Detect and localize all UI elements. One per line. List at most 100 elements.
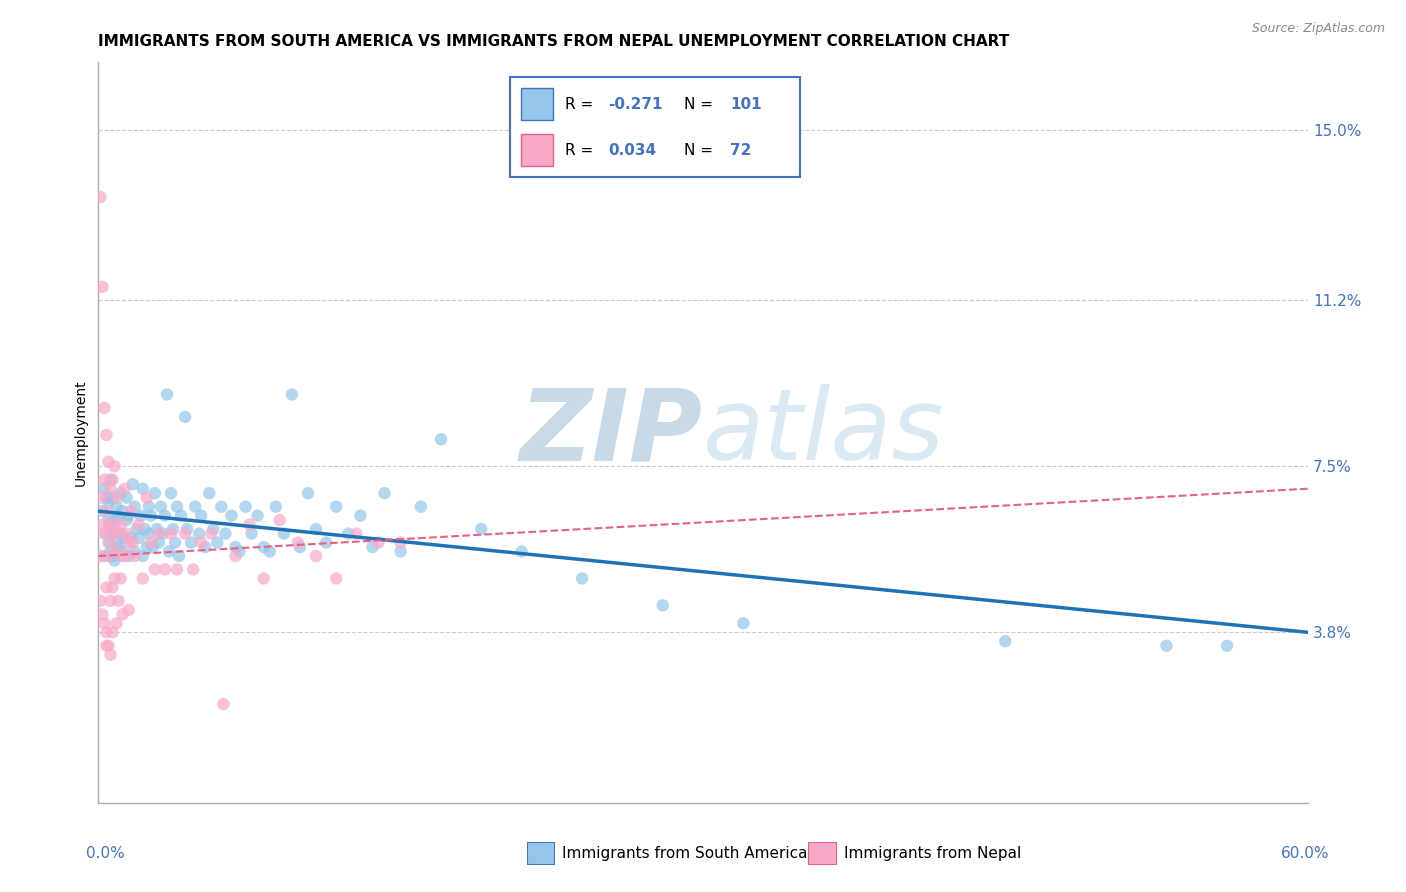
Point xyxy=(163,535,186,549)
Point xyxy=(138,526,160,541)
Point xyxy=(89,594,111,608)
Point xyxy=(103,517,125,532)
Point xyxy=(135,540,157,554)
Point xyxy=(162,522,184,536)
Point xyxy=(124,544,146,558)
Point xyxy=(118,549,141,563)
Point xyxy=(97,513,120,527)
Point xyxy=(110,517,132,532)
Point xyxy=(91,517,114,532)
Point xyxy=(89,549,111,563)
Point xyxy=(91,491,114,505)
Point xyxy=(305,549,328,563)
Point xyxy=(224,540,246,554)
Point xyxy=(174,409,197,424)
Point xyxy=(115,526,138,541)
Point xyxy=(184,500,207,514)
Point xyxy=(101,473,124,487)
Point xyxy=(166,562,188,576)
Point xyxy=(180,535,202,549)
Point xyxy=(101,625,124,640)
Text: IMMIGRANTS FROM SOUTH AMERICA VS IMMIGRANTS FROM NEPAL UNEMPLOYMENT CORRELATION : IMMIGRANTS FROM SOUTH AMERICA VS IMMIGRA… xyxy=(98,34,1010,49)
Point xyxy=(167,549,190,563)
Point xyxy=(132,549,155,563)
Point xyxy=(389,535,412,549)
Point xyxy=(297,486,319,500)
Point xyxy=(240,526,263,541)
Point xyxy=(239,517,262,532)
Point xyxy=(100,535,122,549)
Point xyxy=(139,535,162,549)
Point xyxy=(103,571,125,585)
Point xyxy=(160,526,183,541)
Point xyxy=(188,526,211,541)
Point xyxy=(96,581,118,595)
Point xyxy=(114,549,136,563)
Point xyxy=(132,571,155,585)
Point xyxy=(114,531,136,545)
Point xyxy=(96,639,118,653)
Point xyxy=(1216,639,1239,653)
Point xyxy=(105,544,128,558)
Point xyxy=(97,455,120,469)
Point xyxy=(153,562,176,576)
Point xyxy=(153,508,176,523)
Point xyxy=(207,535,229,549)
Point xyxy=(97,517,120,532)
Point xyxy=(93,526,115,541)
Point xyxy=(994,634,1017,648)
Point xyxy=(170,508,193,523)
Point xyxy=(281,387,304,401)
Point xyxy=(107,594,129,608)
Point xyxy=(409,500,432,514)
Point xyxy=(93,473,115,487)
Point xyxy=(110,571,132,585)
Point xyxy=(124,549,146,563)
Point xyxy=(246,508,269,523)
Point xyxy=(235,500,257,514)
Point xyxy=(228,544,250,558)
Point xyxy=(111,504,134,518)
Point xyxy=(174,526,197,541)
Point xyxy=(128,531,150,545)
Point xyxy=(157,544,180,558)
Point xyxy=(103,513,125,527)
Point xyxy=(107,540,129,554)
Point xyxy=(269,513,291,527)
Point xyxy=(389,544,412,558)
Point xyxy=(148,526,170,541)
Point xyxy=(111,544,134,558)
Point xyxy=(100,482,122,496)
Point xyxy=(148,535,170,549)
Point xyxy=(101,526,124,541)
Point xyxy=(156,387,179,401)
Point xyxy=(115,513,138,527)
Point xyxy=(91,504,114,518)
Point xyxy=(181,562,204,576)
Point xyxy=(273,526,295,541)
Point xyxy=(91,280,114,294)
Point xyxy=(100,648,122,662)
Point xyxy=(105,616,128,631)
Point xyxy=(101,491,124,505)
Text: Immigrants from South America: Immigrants from South America xyxy=(562,847,808,861)
Text: 0.0%: 0.0% xyxy=(86,847,125,861)
Point xyxy=(430,433,453,447)
Point xyxy=(97,549,120,563)
Point xyxy=(107,508,129,523)
Point xyxy=(96,491,118,505)
Point xyxy=(146,522,169,536)
Text: atlas: atlas xyxy=(703,384,945,481)
Point xyxy=(325,500,347,514)
Point xyxy=(111,549,134,563)
Point xyxy=(105,500,128,514)
Text: 60.0%: 60.0% xyxy=(1281,847,1329,861)
Point xyxy=(101,526,124,541)
Point xyxy=(733,616,755,631)
Point xyxy=(89,190,111,204)
Point xyxy=(93,549,115,563)
Point xyxy=(101,549,124,563)
Point xyxy=(361,540,384,554)
Point xyxy=(202,522,225,536)
Point xyxy=(166,500,188,514)
